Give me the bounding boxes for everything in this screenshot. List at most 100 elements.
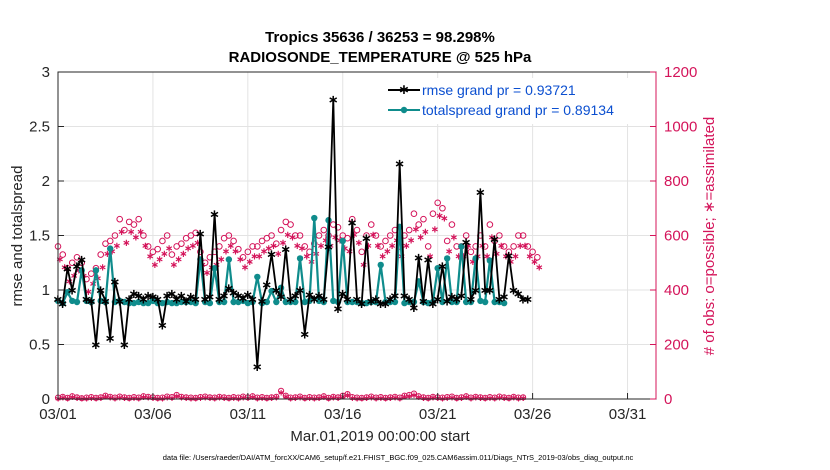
obs-assimilated-bottom-point: ∗ bbox=[239, 393, 247, 403]
rmse-point: ∗ bbox=[442, 295, 453, 310]
obs-possible-point bbox=[182, 234, 190, 242]
rmse-point: ∗ bbox=[432, 292, 443, 307]
obs-assimilated-bottom-point: ∗ bbox=[68, 393, 76, 403]
obs-assimilated-bottom-point: ∗ bbox=[140, 393, 148, 403]
obs-assimilated-point: ∗ bbox=[454, 252, 462, 263]
obs-assimilated-point: ∗ bbox=[122, 238, 130, 249]
obs-possible-point bbox=[287, 221, 294, 228]
obs-assimilated-point: ∗ bbox=[379, 252, 387, 263]
obs-assimilated-point: ∗ bbox=[141, 241, 149, 252]
rmse-point: ∗ bbox=[86, 295, 97, 310]
obs-assimilated-point: ∗ bbox=[165, 244, 173, 255]
totalspread-point bbox=[230, 298, 237, 306]
obs-assimilated-point: ∗ bbox=[507, 257, 515, 268]
totalspread-point bbox=[192, 299, 199, 307]
obs-possible-point bbox=[386, 232, 394, 239]
rmse-point: ∗ bbox=[147, 290, 158, 305]
obs-possible-point bbox=[348, 215, 356, 223]
obs-possible-point bbox=[263, 234, 271, 242]
totalspread-point bbox=[282, 298, 290, 306]
obs-assimilated-bottom-point: ∗ bbox=[325, 395, 333, 405]
obs-assimilated-point: ∗ bbox=[521, 241, 529, 252]
obs-assimilated-bottom-point: ∗ bbox=[410, 391, 418, 401]
obs-assimilated-point: ∗ bbox=[440, 214, 448, 225]
totalspread-point bbox=[168, 299, 176, 307]
obs-assimilated-point: ∗ bbox=[293, 241, 301, 252]
obs-assimilated-point: ∗ bbox=[511, 252, 519, 263]
rmse-point: ∗ bbox=[437, 260, 448, 275]
obs-possible-point bbox=[178, 240, 185, 247]
totalspread-point bbox=[296, 255, 304, 262]
rmse-point: ∗ bbox=[214, 292, 225, 307]
rmse-point: ∗ bbox=[195, 227, 206, 242]
obs-possible-point bbox=[443, 237, 451, 245]
rmse-point: ∗ bbox=[57, 297, 68, 312]
obs-assimilated-bottom-point: ∗ bbox=[481, 395, 489, 405]
obs-possible-point bbox=[73, 253, 81, 261]
rmse-point: ∗ bbox=[204, 290, 215, 305]
obs-assimilated-bottom-point: ∗ bbox=[496, 393, 504, 403]
obs-assimilated-point: ∗ bbox=[103, 249, 111, 260]
obs-assimilated-point: ∗ bbox=[469, 257, 477, 268]
rmse-point: ∗ bbox=[67, 284, 78, 299]
y-right-tick-label: 400 bbox=[664, 282, 689, 299]
rmse-point: ∗ bbox=[247, 292, 258, 307]
obs-possible-point bbox=[519, 232, 527, 239]
obs-possible-point bbox=[249, 243, 256, 250]
totalspread-point bbox=[344, 298, 351, 306]
rmse-point: ∗ bbox=[352, 292, 363, 307]
totalspread-point bbox=[107, 245, 114, 252]
rmse-point: ∗ bbox=[100, 295, 111, 310]
rmse-point: ∗ bbox=[394, 157, 405, 172]
obs-assimilated-point: ∗ bbox=[388, 241, 396, 252]
obs-possible-point bbox=[192, 229, 199, 237]
obs-assimilated-bottom-point: ∗ bbox=[367, 393, 375, 403]
obs-possible-point bbox=[448, 221, 456, 228]
obs-assimilated-point: ∗ bbox=[497, 241, 505, 252]
totalspread-point bbox=[377, 261, 384, 269]
obs-assimilated-bottom-point: ∗ bbox=[78, 395, 86, 405]
obs-possible-point bbox=[310, 240, 318, 247]
rmse-point: ∗ bbox=[271, 284, 282, 299]
obs-assimilated-point: ∗ bbox=[374, 241, 382, 252]
obs-assimilated-bottom-point: ∗ bbox=[64, 395, 72, 405]
obs-possible-point bbox=[197, 248, 204, 256]
rmse-point: ∗ bbox=[356, 297, 367, 312]
rmse-point: ∗ bbox=[143, 289, 154, 304]
totalspread-point bbox=[391, 298, 399, 306]
rmse-point: ∗ bbox=[475, 186, 486, 201]
totalspread-point bbox=[481, 298, 489, 306]
obs-possible-point bbox=[121, 226, 128, 234]
obs-assimilated-point: ∗ bbox=[203, 268, 211, 279]
x-axis-label: Mar.01,2019 00:00:00 start bbox=[290, 428, 470, 445]
obs-possible-bottom-point bbox=[520, 394, 527, 401]
rmse-point: ∗ bbox=[333, 302, 344, 317]
totalspread-point bbox=[73, 298, 81, 306]
rmse-point: ∗ bbox=[518, 292, 529, 307]
y-axis-left-label: rmse and totalspread bbox=[9, 166, 26, 307]
obs-possible-point bbox=[353, 226, 361, 234]
rmse-point: ∗ bbox=[318, 292, 329, 307]
rmse-point: ∗ bbox=[109, 275, 120, 290]
obs-assimilated-point: ∗ bbox=[132, 233, 140, 244]
footer-data-file: data file: /Users/raeder/DAI/ATM_forcXX/… bbox=[163, 453, 634, 462]
obs-possible-point bbox=[486, 221, 494, 228]
obs-assimilated-point: ∗ bbox=[146, 252, 154, 263]
rmse-point: ∗ bbox=[390, 289, 401, 304]
obs-possible-bottom-point bbox=[344, 390, 351, 398]
y-left-tick-label: 1 bbox=[42, 282, 50, 299]
rmse-point: ∗ bbox=[484, 284, 495, 299]
obs-assimilated-point: ∗ bbox=[265, 244, 273, 255]
totalspread-point bbox=[320, 298, 327, 306]
chart-subtitle: RADIOSONDE_TEMPERATURE @ 525 hPa bbox=[229, 49, 532, 66]
obs-assimilated-point: ∗ bbox=[279, 238, 287, 249]
rmse-point: ∗ bbox=[72, 260, 83, 275]
obs-assimilated-point: ∗ bbox=[331, 233, 339, 244]
rmse-point: ∗ bbox=[138, 292, 149, 307]
obs-possible-point bbox=[159, 237, 166, 245]
obs-possible-point bbox=[496, 232, 503, 239]
y-right-tick-label: 1200 bbox=[664, 64, 697, 81]
rmse-point: ∗ bbox=[162, 289, 173, 304]
legend-spread-label: totalspread grand pr = 0.89134 bbox=[422, 102, 614, 118]
rmse-point: ∗ bbox=[119, 338, 130, 353]
